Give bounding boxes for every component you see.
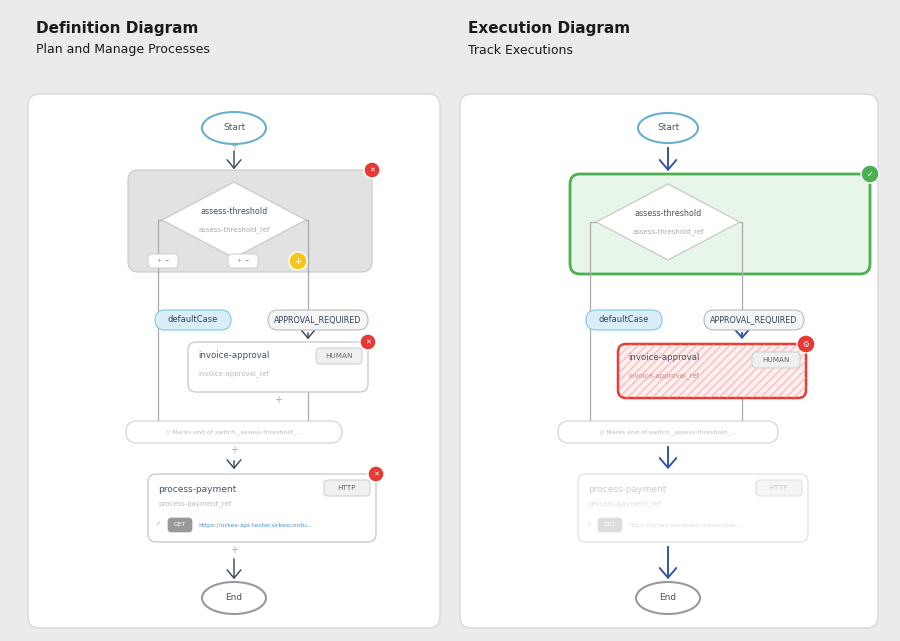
Text: assess-threshold: assess-threshold: [201, 208, 267, 217]
FancyBboxPatch shape: [570, 174, 870, 274]
Text: End: End: [225, 594, 243, 603]
FancyBboxPatch shape: [126, 421, 342, 443]
Text: Execution Diagram: Execution Diagram: [468, 21, 630, 35]
Text: Start: Start: [223, 124, 245, 133]
FancyBboxPatch shape: [460, 94, 878, 628]
FancyBboxPatch shape: [598, 518, 622, 532]
Text: defaultCase: defaultCase: [598, 315, 649, 324]
Text: Track Executions: Track Executions: [468, 44, 573, 56]
Ellipse shape: [636, 582, 700, 614]
Circle shape: [360, 334, 376, 350]
FancyBboxPatch shape: [168, 518, 192, 532]
Text: // Marks end of switch _assess-threshold_...: // Marks end of switch _assess-threshold…: [600, 429, 736, 435]
Text: Plan and Manage Processes: Plan and Manage Processes: [36, 44, 210, 56]
Text: https://orkes-api-tester.orkescordu...: https://orkes-api-tester.orkescordu...: [198, 522, 313, 528]
FancyBboxPatch shape: [28, 94, 440, 628]
Circle shape: [861, 165, 879, 183]
Circle shape: [364, 162, 380, 178]
FancyBboxPatch shape: [752, 352, 800, 368]
Text: +: +: [294, 256, 302, 265]
Text: invoice-approval_ref: invoice-approval_ref: [198, 370, 269, 378]
Text: assess-threshold_ref: assess-threshold_ref: [198, 227, 270, 233]
Text: https://orkes-api-tester.orkescordu...: https://orkes-api-tester.orkescordu...: [628, 522, 742, 528]
Text: process-payment_ref: process-payment_ref: [588, 501, 662, 508]
FancyBboxPatch shape: [148, 474, 376, 542]
Text: assess-threshold_ref: assess-threshold_ref: [632, 229, 704, 235]
Text: ✕: ✕: [374, 471, 379, 477]
Text: process-payment_ref: process-payment_ref: [158, 501, 231, 508]
Text: HUMAN: HUMAN: [762, 357, 790, 363]
Text: +: +: [274, 395, 282, 405]
FancyBboxPatch shape: [188, 342, 368, 392]
Ellipse shape: [638, 113, 698, 143]
Text: ⚡: ⚡: [586, 521, 591, 527]
Text: GET: GET: [174, 522, 186, 528]
FancyBboxPatch shape: [128, 170, 372, 272]
Text: +: +: [230, 445, 238, 455]
Circle shape: [797, 335, 815, 353]
Text: process-payment: process-payment: [158, 485, 236, 494]
FancyBboxPatch shape: [268, 310, 368, 330]
Text: HTTP: HTTP: [770, 485, 788, 491]
Text: GET: GET: [604, 522, 617, 528]
Polygon shape: [596, 184, 740, 260]
FancyBboxPatch shape: [586, 310, 662, 330]
Text: ✓: ✓: [156, 521, 162, 527]
Polygon shape: [162, 182, 306, 258]
Text: ✕: ✕: [365, 339, 371, 345]
Circle shape: [289, 252, 307, 270]
Text: HTTP: HTTP: [338, 485, 356, 491]
FancyBboxPatch shape: [618, 344, 806, 398]
FancyBboxPatch shape: [228, 254, 258, 268]
Text: ✓: ✓: [867, 169, 873, 178]
FancyBboxPatch shape: [558, 421, 778, 443]
Text: Definition Diagram: Definition Diagram: [36, 21, 198, 35]
Ellipse shape: [202, 112, 266, 144]
FancyBboxPatch shape: [578, 474, 808, 542]
Circle shape: [368, 466, 384, 482]
Text: +: +: [230, 141, 238, 151]
Text: + −: + −: [237, 258, 249, 263]
FancyBboxPatch shape: [148, 254, 178, 268]
Text: assess-threshold: assess-threshold: [634, 210, 702, 219]
Text: +: +: [230, 545, 238, 555]
Text: defaultCase: defaultCase: [167, 315, 218, 324]
Text: process-payment: process-payment: [588, 485, 666, 494]
Text: APPROVAL_REQUIRED: APPROVAL_REQUIRED: [274, 315, 362, 324]
FancyBboxPatch shape: [704, 310, 804, 330]
Text: invoice-approval_ref: invoice-approval_ref: [628, 372, 699, 379]
Text: + −: + −: [157, 258, 169, 263]
Text: ✕: ✕: [369, 167, 375, 173]
Text: APPROVAL_REQUIRED: APPROVAL_REQUIRED: [710, 315, 797, 324]
Text: invoice-approval: invoice-approval: [628, 353, 699, 363]
FancyBboxPatch shape: [324, 480, 370, 496]
Text: HUMAN: HUMAN: [325, 353, 353, 359]
Text: End: End: [660, 594, 677, 603]
FancyBboxPatch shape: [316, 348, 362, 364]
FancyBboxPatch shape: [756, 480, 802, 496]
Text: // Marks end of switch _assess-threshold_...: // Marks end of switch _assess-threshold…: [166, 429, 302, 435]
Text: invoice-approval: invoice-approval: [198, 351, 269, 360]
Text: Start: Start: [657, 124, 680, 133]
FancyBboxPatch shape: [155, 310, 231, 330]
Text: ⚙: ⚙: [803, 340, 809, 349]
Ellipse shape: [202, 582, 266, 614]
